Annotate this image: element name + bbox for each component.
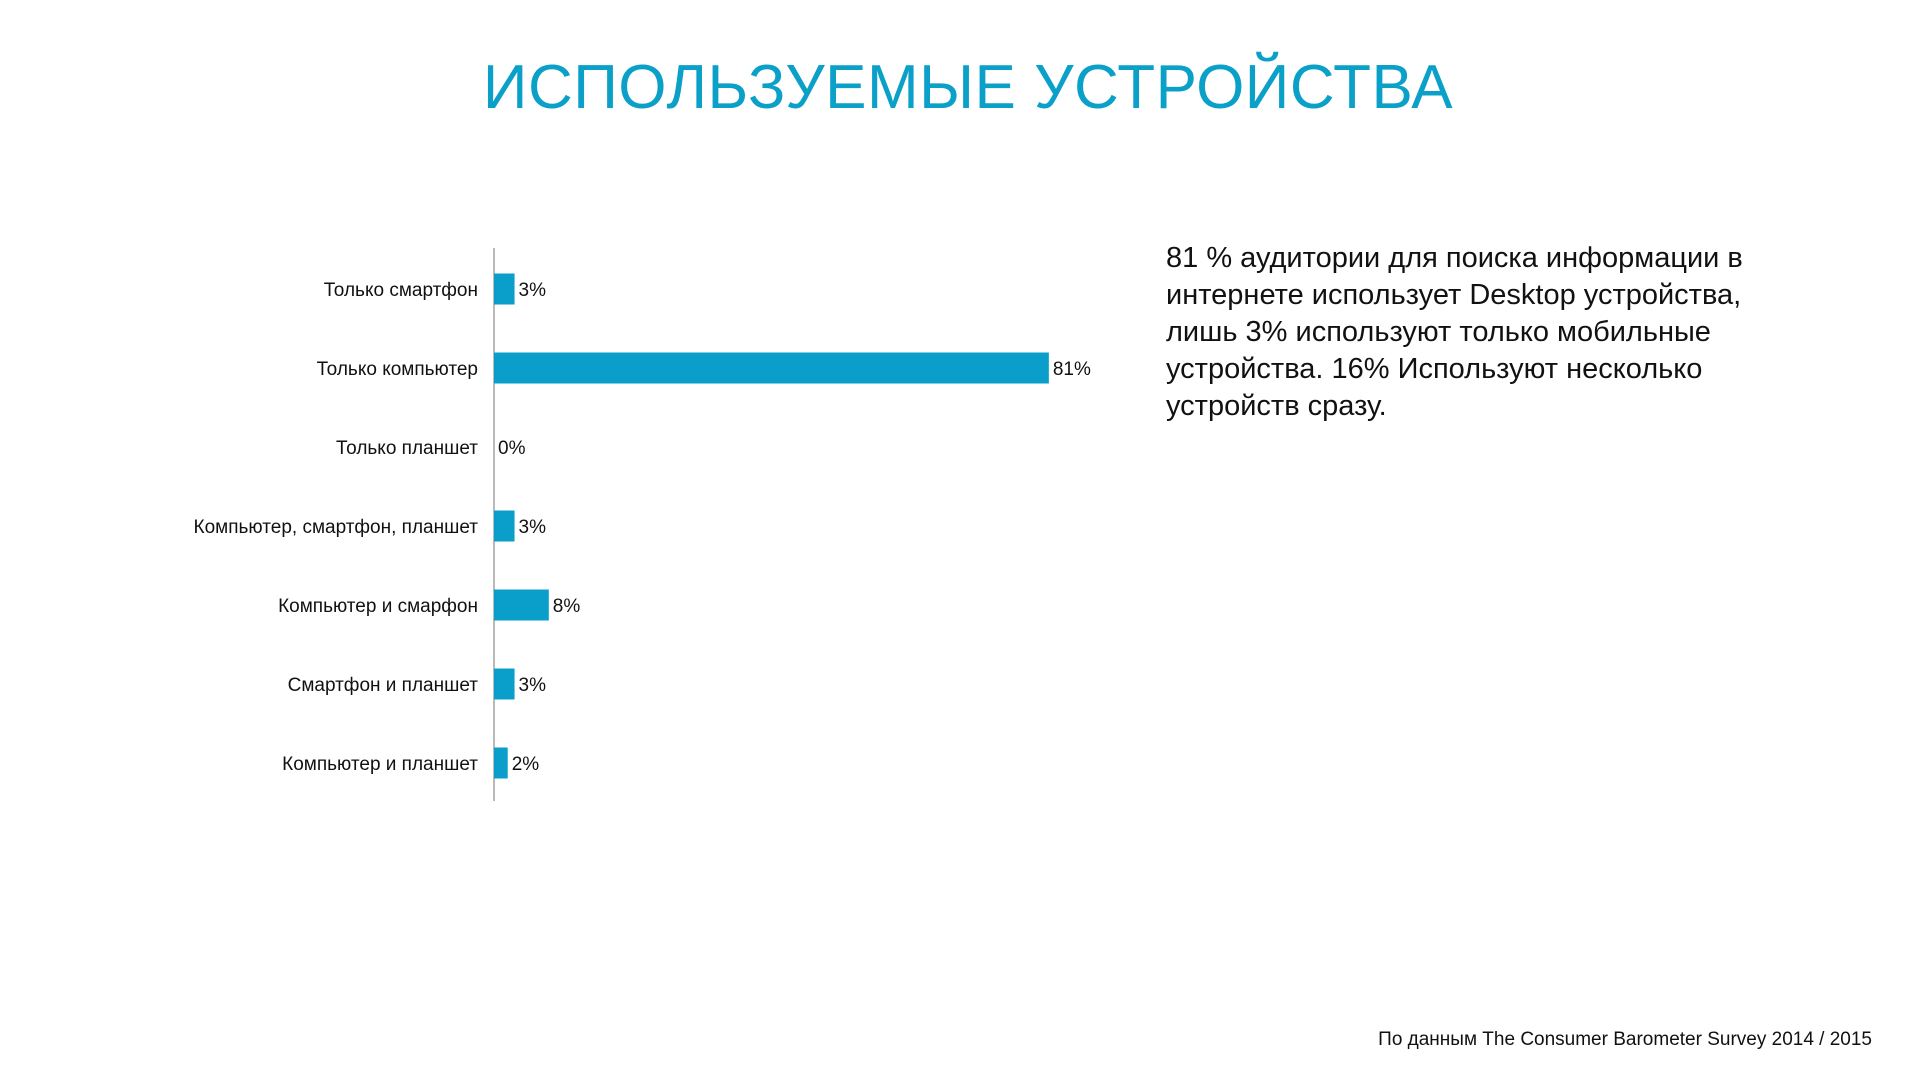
category-label: Компьютер и планшет (282, 754, 478, 775)
device-usage-bar-chart: Только смартфон 3% Только компьютер 81% Толь… (194, 248, 1091, 801)
slide-title: ИСПОЛЬЗУЕМЫЕ УСТРОЙСТВА (482, 53, 1454, 122)
category-label: Только компьютер (317, 359, 478, 380)
category-label: Смартфон и планшет (288, 675, 479, 696)
data-label: 3% (519, 675, 547, 696)
data-label: 0% (498, 438, 526, 459)
data-label: 81% (1053, 359, 1091, 380)
bar (494, 510, 515, 542)
category-label: Только планшет (336, 438, 478, 459)
summary-text: 81 % аудитории для поиска информации в и… (1166, 242, 1743, 422)
bar (494, 668, 515, 700)
bar (494, 589, 549, 621)
bar (494, 747, 508, 779)
category-label: Только смартфон (324, 280, 478, 301)
category-label: Компьютер и смарфон (278, 596, 478, 617)
data-label: 2% (512, 754, 540, 775)
source-note: По данным The Consumer Barometer Survey … (1378, 1029, 1872, 1050)
data-label: 8% (553, 596, 581, 617)
data-label: 3% (519, 280, 547, 301)
category-label: Компьютер, смартфон, планшет (194, 517, 479, 538)
data-label: 3% (519, 517, 547, 538)
bar (494, 352, 1049, 384)
bar (494, 273, 515, 305)
